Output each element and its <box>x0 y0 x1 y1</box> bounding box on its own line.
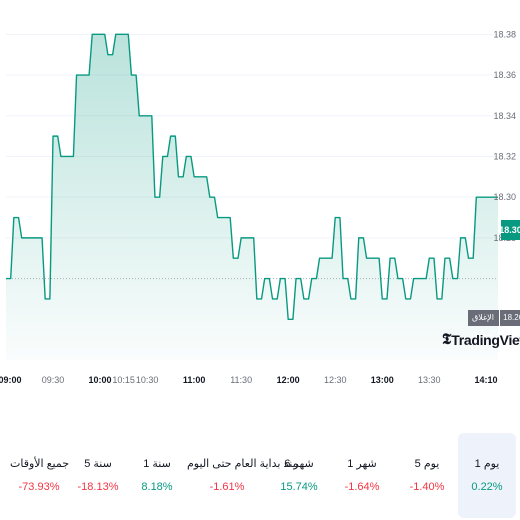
y-tick-label: 18.38 <box>493 29 516 39</box>
period-label: 5 سنة <box>84 458 112 470</box>
tradingview-wordmark: TradingView <box>451 331 520 348</box>
period-change: 0.22% <box>471 481 503 493</box>
period-selector: جميع الأوقات -73.93% 5 سنة -18.13% 1 سنة 8.18… <box>0 433 520 520</box>
period-tab[interactable]: جميع الأوقات -73.93% <box>10 433 69 518</box>
x-tick-label: 10:15 <box>112 375 135 385</box>
period-label: 1 يوم <box>474 458 500 470</box>
x-tick-label: 10:30 <box>136 375 159 385</box>
previous-close-value: 18.26 <box>500 310 520 326</box>
period-tab[interactable]: 5 يوم -1.40% <box>398 433 456 518</box>
period-tab[interactable]: منذ بداية العام حتى اليوم -1.61% <box>187 433 299 518</box>
last-price-value: 18.30 <box>499 225 520 235</box>
x-tick-label: 11:30 <box>230 375 252 385</box>
period-change: -18.13% <box>77 481 119 493</box>
period-label: 5 يوم <box>414 458 440 470</box>
x-tick-label: 12:00 <box>277 375 300 385</box>
period-tab[interactable]: 5 سنة -18.13% <box>69 433 127 518</box>
tradingview-logo[interactable]: 𝕿 TradingView <box>442 331 520 348</box>
period-tab[interactable]: 1 يوم 0.22% <box>458 433 516 518</box>
period-tab[interactable]: 6 شهر 15.74% <box>270 433 328 518</box>
x-tick-label: 11:00 <box>183 375 206 385</box>
last-price-badge: 18.30 <box>499 220 520 240</box>
period-tab[interactable]: 1 شهر -1.64% <box>333 433 391 518</box>
period-change: 8.18% <box>141 481 173 493</box>
x-axis: 09:00 09:30 10:00 10:15 10:30 11:00 11:30 12:00… <box>0 375 498 385</box>
x-tick-label: 13:30 <box>418 375 441 385</box>
x-tick-label: 10:00 <box>89 375 112 385</box>
x-tick-label: 13:00 <box>371 375 394 385</box>
previous-close-badge: الإغلاق السابق 18.26 <box>468 310 520 338</box>
price-series <box>6 33 498 361</box>
x-tick-label: 14:10 <box>474 375 497 385</box>
price-area-fill <box>6 34 498 361</box>
period-label: 1 شهر <box>347 458 377 470</box>
period-change: 15.74% <box>280 481 318 493</box>
x-tick-label: 09:30 <box>42 375 65 385</box>
previous-close-label: الإغلاق السابق <box>468 310 500 338</box>
period-label: 6 شهر <box>284 458 314 470</box>
period-tab[interactable]: 1 سنة 8.18% <box>128 433 186 518</box>
price-line <box>6 33 498 320</box>
x-tick-label: 12:30 <box>324 375 347 385</box>
period-change: -1.61% <box>209 481 245 493</box>
period-change: -1.40% <box>409 481 445 493</box>
period-change: -73.93% <box>18 481 60 493</box>
period-change: -1.64% <box>344 481 380 493</box>
x-tick-label: 09:00 <box>0 375 22 385</box>
y-tick-label: 18.34 <box>493 111 516 121</box>
y-tick-label: 18.32 <box>493 151 516 161</box>
period-label: منذ بداية العام حتى اليوم <box>187 458 299 470</box>
y-tick-label: 18.36 <box>493 70 516 80</box>
tradingview-logo-icon: 𝕿 <box>442 331 451 348</box>
y-tick-label: 18.30 <box>493 192 516 202</box>
period-label: 1 سنة <box>143 458 171 470</box>
period-label: جميع الأوقات <box>10 458 69 470</box>
